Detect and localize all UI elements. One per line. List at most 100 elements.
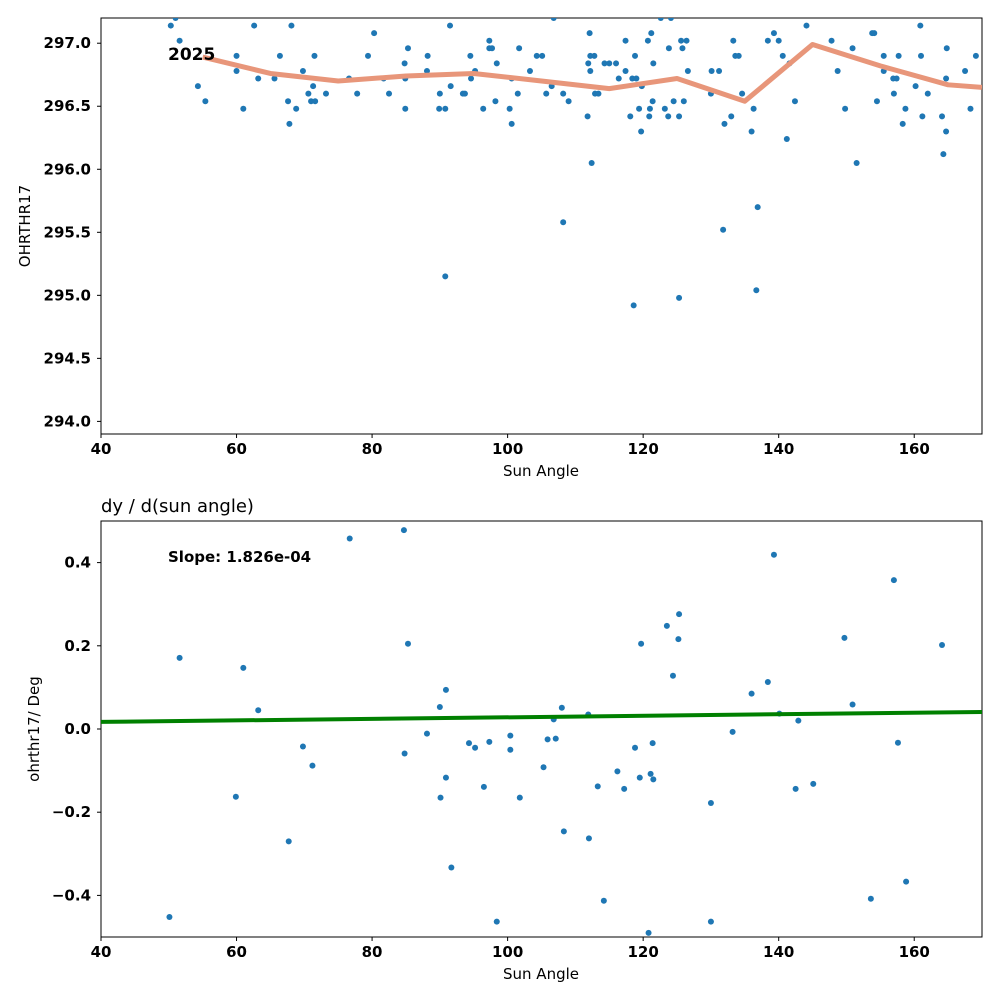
data-point bbox=[588, 159, 595, 166]
data-point bbox=[587, 67, 594, 74]
data-point bbox=[810, 780, 817, 787]
data-point bbox=[232, 793, 239, 800]
y-tick-label: 0.0 bbox=[64, 720, 91, 738]
data-point bbox=[167, 22, 174, 29]
x-tick-label: 80 bbox=[362, 943, 383, 961]
data-point bbox=[402, 105, 409, 112]
data-point bbox=[649, 740, 656, 747]
data-point bbox=[665, 45, 672, 52]
data-point bbox=[560, 90, 567, 97]
y-tick-label: 0.2 bbox=[64, 637, 91, 655]
data-point bbox=[750, 105, 757, 112]
data-point bbox=[560, 828, 567, 835]
data-point bbox=[735, 52, 742, 59]
data-point bbox=[739, 90, 746, 97]
data-point bbox=[540, 764, 547, 771]
data-point bbox=[721, 120, 728, 127]
x-tick-label: 140 bbox=[763, 943, 794, 961]
data-point bbox=[486, 37, 493, 44]
data-point bbox=[312, 98, 319, 105]
data-point bbox=[893, 75, 900, 82]
data-point bbox=[669, 672, 676, 679]
y-tick-label: 294.5 bbox=[44, 349, 91, 367]
data-point bbox=[919, 113, 926, 120]
data-point bbox=[442, 273, 449, 280]
x-axis-ticks: 40 60 80 100 120 140 160 bbox=[91, 434, 930, 458]
data-point bbox=[895, 52, 902, 59]
data-point bbox=[305, 90, 312, 97]
data-point bbox=[401, 750, 408, 757]
data-point bbox=[880, 52, 887, 59]
data-point bbox=[943, 128, 950, 135]
data-point bbox=[670, 98, 677, 105]
data-point bbox=[240, 664, 247, 671]
data-point bbox=[676, 611, 683, 618]
x-axis-label: Sun Angle bbox=[503, 462, 579, 480]
data-point bbox=[472, 744, 479, 751]
data-point bbox=[770, 551, 777, 558]
data-point bbox=[447, 22, 454, 29]
data-point bbox=[849, 45, 856, 52]
data-point bbox=[633, 75, 640, 82]
data-point bbox=[404, 640, 411, 647]
data-point bbox=[728, 113, 735, 120]
data-point bbox=[251, 22, 258, 29]
data-point bbox=[770, 30, 777, 37]
data-point bbox=[729, 728, 736, 735]
data-point bbox=[543, 90, 550, 97]
data-point bbox=[293, 105, 300, 112]
data-point bbox=[539, 52, 546, 59]
y-tick-label: −0.2 bbox=[52, 803, 91, 821]
data-point bbox=[286, 120, 293, 127]
data-point bbox=[675, 636, 682, 643]
data-point bbox=[903, 878, 910, 885]
data-point bbox=[902, 105, 909, 112]
x-tick-label: 100 bbox=[492, 943, 523, 961]
data-point bbox=[849, 701, 856, 708]
data-point bbox=[371, 30, 378, 37]
data-point bbox=[622, 37, 629, 44]
data-point bbox=[176, 654, 183, 661]
data-point bbox=[803, 22, 810, 29]
data-point bbox=[646, 113, 653, 120]
data-point bbox=[601, 60, 608, 67]
data-point bbox=[853, 159, 860, 166]
data-point bbox=[423, 67, 430, 74]
data-point bbox=[276, 52, 283, 59]
x-tick-label: 120 bbox=[627, 943, 658, 961]
data-point bbox=[632, 52, 639, 59]
data-point bbox=[560, 219, 567, 226]
data-point bbox=[437, 794, 444, 801]
data-point bbox=[507, 732, 514, 739]
data-point bbox=[467, 52, 474, 59]
plot-area-frame bbox=[100, 17, 983, 435]
data-point bbox=[493, 918, 500, 925]
data-point bbox=[423, 730, 430, 737]
data-point bbox=[565, 98, 572, 105]
y-axis-ticks: −0.4 −0.2 0.0 0.2 0.4 bbox=[52, 554, 101, 904]
data-point bbox=[508, 120, 515, 127]
y-axis-ticks: 294.0 294.5 295.0 295.5 296.0 296.5 297.0 bbox=[44, 34, 101, 430]
data-point bbox=[400, 527, 407, 534]
data-point bbox=[365, 52, 372, 59]
data-point bbox=[322, 90, 329, 97]
data-point bbox=[233, 52, 240, 59]
data-point bbox=[890, 577, 897, 584]
y-axis-label: ohrthr17/ Deg bbox=[25, 676, 43, 782]
data-point bbox=[917, 22, 924, 29]
data-point bbox=[507, 746, 514, 753]
data-point bbox=[595, 90, 602, 97]
data-point bbox=[240, 105, 247, 112]
data-point bbox=[461, 90, 468, 97]
y-tick-label: 296.5 bbox=[44, 97, 91, 115]
data-point bbox=[842, 105, 849, 112]
data-point bbox=[764, 37, 771, 44]
data-point bbox=[834, 67, 841, 74]
data-point bbox=[871, 30, 878, 37]
data-point bbox=[894, 739, 901, 746]
data-point bbox=[465, 740, 472, 747]
x-tick-label: 60 bbox=[226, 943, 247, 961]
data-point bbox=[288, 22, 295, 29]
data-point bbox=[468, 75, 475, 82]
